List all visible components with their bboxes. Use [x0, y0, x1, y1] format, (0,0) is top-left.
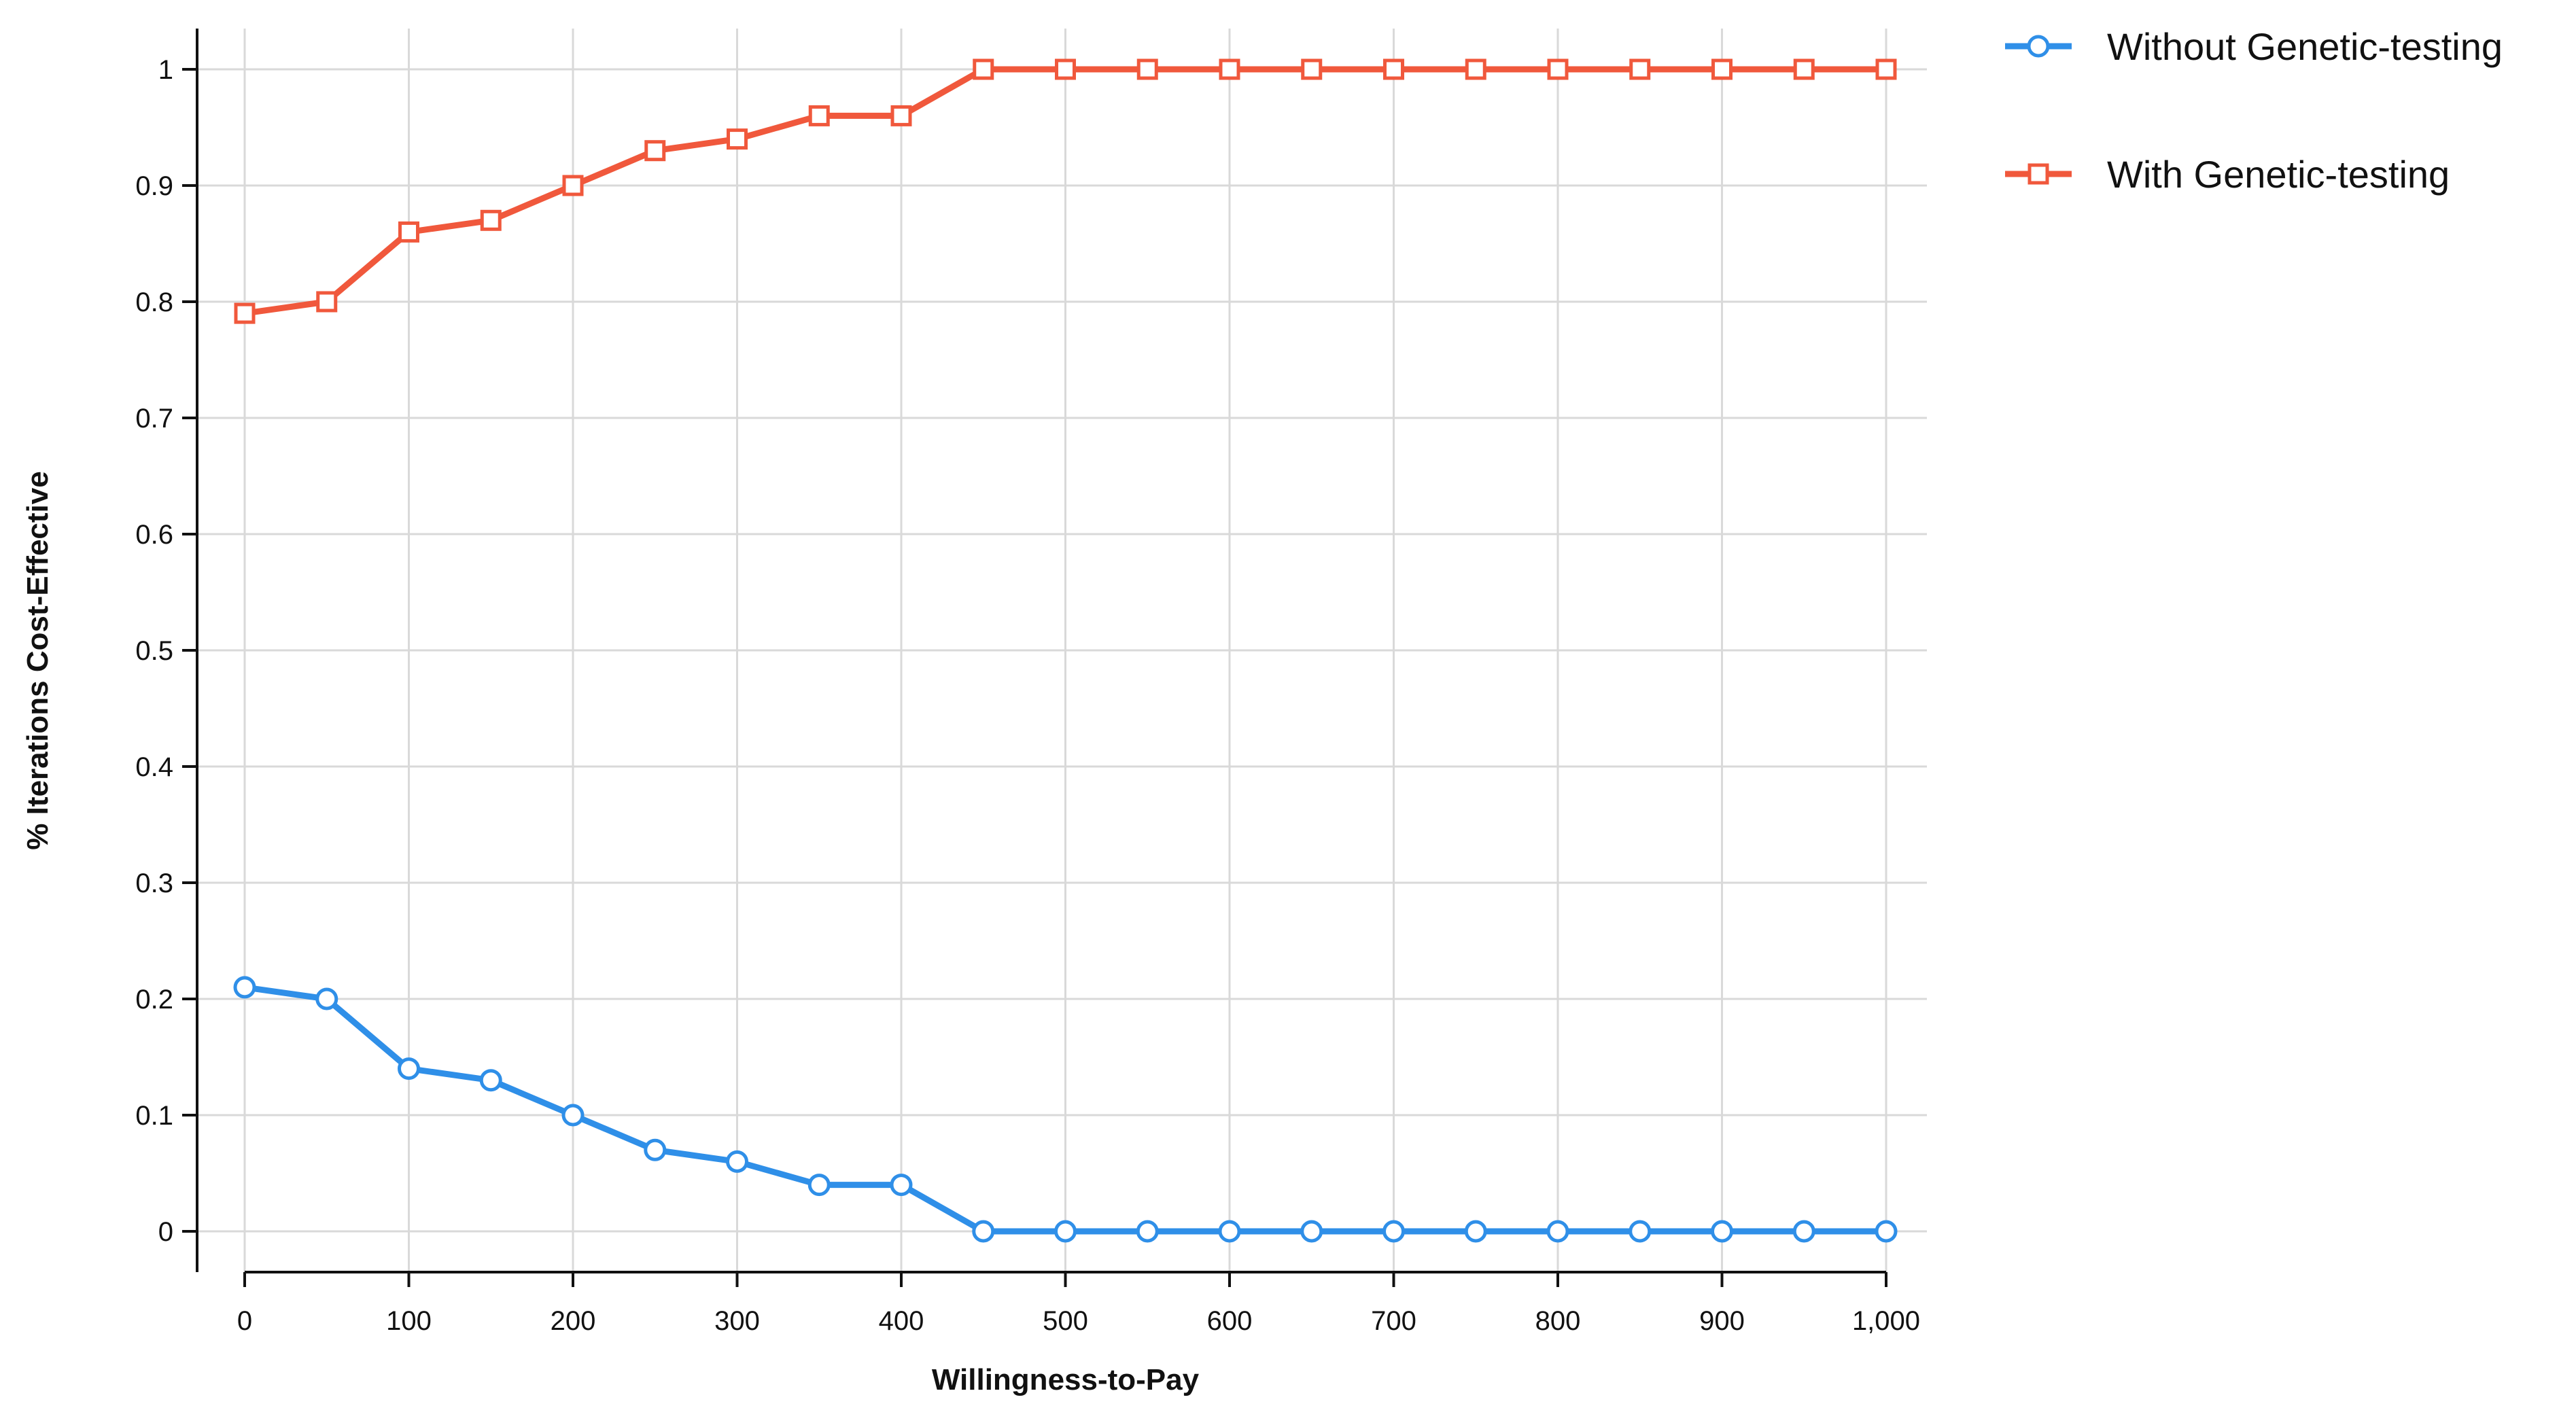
data-point — [562, 175, 584, 196]
data-point — [644, 1138, 667, 1161]
data-point — [315, 987, 338, 1010]
y-tick-label: 0.9 — [135, 171, 173, 201]
data-point — [1711, 58, 1733, 80]
data-point — [808, 105, 830, 126]
legend-label: Without Genetic-testing — [2107, 25, 2503, 68]
data-point — [1219, 58, 1240, 80]
data-point — [1136, 1220, 1159, 1243]
y-tick-label: 0.5 — [135, 636, 173, 666]
data-point — [1792, 1220, 1815, 1243]
data-point — [1875, 58, 1897, 80]
data-point — [727, 128, 748, 150]
y-axis-title: % Iterations Cost-Effective — [21, 471, 54, 849]
y-tick-label: 0.6 — [135, 520, 173, 550]
data-point — [1136, 58, 1158, 80]
y-tick-label: 0.2 — [135, 985, 173, 1015]
tick-labels: 0 0.1 0.2 0.3 0.4 0.5 0.6 0.7 0.8 0.9 1 0 100 200 300 4… — [135, 55, 1920, 1336]
series-with-genetic-testing — [234, 58, 1897, 324]
y-tick-label: 0.7 — [135, 404, 173, 434]
data-point — [1546, 1220, 1569, 1243]
data-point — [890, 1174, 913, 1197]
y-tick-label: 0.1 — [135, 1101, 173, 1131]
data-point — [1218, 1220, 1241, 1243]
x-tick-label: 600 — [1207, 1306, 1253, 1336]
data-point — [972, 1220, 995, 1243]
data-point — [644, 140, 666, 162]
data-point — [1875, 1220, 1898, 1243]
legend-item: With Genetic-testing — [2005, 153, 2450, 196]
data-point — [1547, 58, 1569, 80]
data-point — [398, 1057, 420, 1080]
data-point — [1383, 58, 1404, 80]
data-point — [234, 302, 256, 324]
y-tick-label: 0 — [158, 1217, 173, 1247]
y-tick-label: 0.4 — [135, 752, 173, 782]
data-point — [1382, 1220, 1405, 1243]
legend: Without Genetic-testing With Genetic-test… — [2005, 25, 2503, 196]
data-point — [1793, 58, 1815, 80]
data-point — [1054, 1220, 1077, 1243]
x-axis-title: Willingness-to-Pay — [932, 1363, 1200, 1396]
x-tick-label: 800 — [1535, 1306, 1581, 1336]
data-point — [1464, 1220, 1487, 1243]
x-tick-label: 0 — [237, 1306, 252, 1336]
data-point — [807, 1174, 831, 1197]
x-tick-label: 300 — [714, 1306, 760, 1336]
x-tick-label: 200 — [551, 1306, 596, 1336]
series — [233, 58, 1898, 1243]
grid — [197, 29, 1927, 1272]
x-tick-label: 500 — [1043, 1306, 1088, 1336]
x-tick-label: 1,000 — [1852, 1306, 1920, 1336]
x-tick-label: 100 — [386, 1306, 432, 1336]
data-point — [561, 1104, 585, 1127]
data-point — [233, 976, 256, 999]
x-tick-label: 900 — [1699, 1306, 1745, 1336]
data-point — [973, 58, 994, 80]
legend-label: With Genetic-testing — [2107, 153, 2450, 196]
data-point — [398, 221, 419, 243]
data-point — [890, 105, 912, 126]
data-point — [726, 1150, 748, 1173]
data-point — [1465, 58, 1486, 80]
x-tick-label: 700 — [1371, 1306, 1416, 1336]
data-point — [1300, 1220, 1323, 1243]
series-without-genetic-testing — [233, 976, 1898, 1243]
y-tick-label: 1 — [158, 55, 173, 85]
data-point — [1629, 1220, 1652, 1243]
x-tick-label: 400 — [879, 1306, 924, 1336]
data-point — [1629, 58, 1651, 80]
legend-marker — [2027, 163, 2049, 185]
data-point — [1711, 1220, 1733, 1243]
data-point — [480, 209, 502, 231]
data-point — [479, 1069, 502, 1092]
legend-item: Without Genetic-testing — [2005, 25, 2503, 68]
data-point — [1055, 58, 1076, 80]
data-point — [1301, 58, 1323, 80]
y-tick-label: 0.3 — [135, 868, 173, 898]
data-point — [316, 291, 338, 313]
legend-marker — [2027, 35, 2050, 58]
y-tick-label: 0.8 — [135, 287, 173, 317]
